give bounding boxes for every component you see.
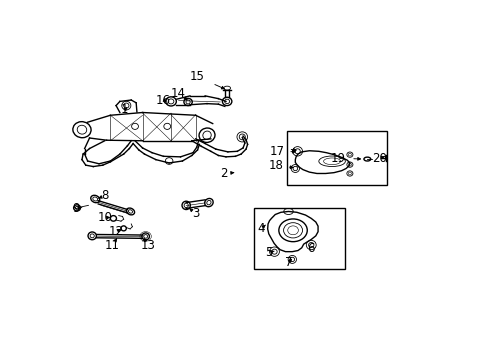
Text: 4: 4 [257, 222, 264, 235]
Text: 20: 20 [371, 152, 386, 165]
Text: 12: 12 [108, 225, 123, 238]
Text: 9: 9 [72, 202, 80, 215]
Text: 19: 19 [329, 152, 345, 165]
Text: 16: 16 [156, 94, 171, 107]
Text: 15: 15 [189, 70, 204, 83]
Text: 18: 18 [268, 159, 283, 172]
Text: 7: 7 [284, 256, 292, 269]
Text: 2: 2 [220, 167, 227, 180]
Text: 8: 8 [101, 189, 108, 202]
Text: 5: 5 [264, 246, 271, 259]
Text: 6: 6 [307, 242, 314, 255]
Text: 13: 13 [141, 239, 155, 252]
Bar [286, 131, 386, 185]
Text: 10: 10 [97, 211, 112, 224]
Text: 3: 3 [192, 207, 199, 220]
Text: 11: 11 [104, 239, 120, 252]
Text: 17: 17 [269, 145, 284, 158]
Bar [254, 208, 345, 269]
Text: 14: 14 [171, 87, 186, 100]
Text: 1: 1 [121, 103, 128, 116]
